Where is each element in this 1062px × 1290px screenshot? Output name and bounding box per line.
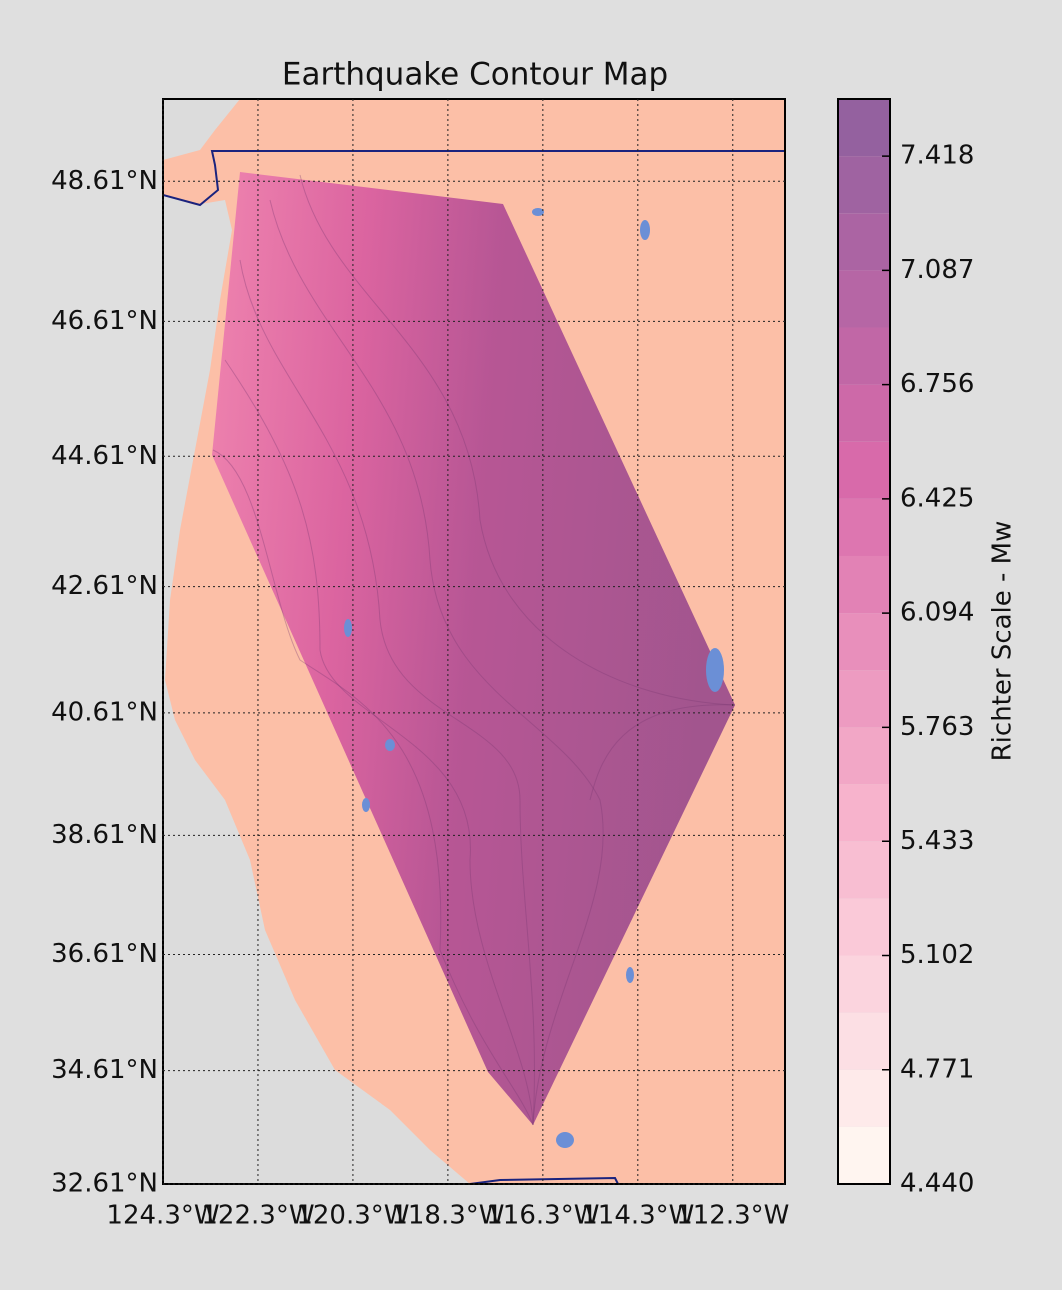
colorbar-band [838,898,890,956]
x-tick-label: 120.3°W [296,1201,409,1231]
colorbar-band [838,955,890,1013]
y-tick-label: 34.61°N [51,1055,158,1085]
colorbar-tick-label: 5.763 [900,712,974,742]
colorbar-band [838,441,890,499]
colorbar-tick-label: 7.087 [900,255,974,285]
colorbar-tick-label: 4.440 [900,1169,974,1199]
lakes [344,208,724,1148]
y-tick-label: 42.61°N [51,571,158,601]
colorbar-band [838,613,890,671]
y-tick-label: 40.61°N [51,697,158,727]
colorbar-band [838,841,890,899]
colorbar-tick-label: 5.433 [900,826,974,856]
colorbar-band [838,1126,890,1184]
colorbar-band [838,555,890,614]
y-tick-label: 44.61°N [51,441,158,471]
y-tick-label: 32.61°N [51,1169,158,1199]
x-tick-label: 116.3°W [486,1201,599,1231]
border [163,150,785,207]
colorbar-band [838,384,890,442]
colorbar-band [838,213,890,271]
colorbar-band [838,270,890,328]
chart-title: Earthquake Contour Map [282,57,668,93]
contour-lines [212,174,736,1126]
colorbar-band [838,727,890,785]
colorbar-band [838,670,890,728]
map [163,99,785,1184]
x-tick-label: 118.3°W [391,1201,504,1231]
colorbar-band [838,1069,890,1127]
colorbar-tick-label: 7.418 [900,141,974,171]
y-tick-label: 38.61°N [51,820,158,850]
colorbar-tick-label: 6.425 [900,483,974,513]
colorbar-band [838,327,890,385]
colorbar-band [838,498,890,556]
x-tick-label: 114.3°W [581,1201,694,1231]
colorbar-label: Richter Scale - Mw [988,521,1018,762]
x-tick-label: 124.3°W [106,1201,219,1231]
border [469,1176,619,1184]
colorbar-band [838,156,890,214]
y-tick-label: 48.61°N [51,166,158,196]
colorbar-tick-label: 6.094 [900,598,974,628]
colorbar [838,99,890,1184]
colorbar-tick-label: 6.756 [900,369,974,399]
contour-region [212,172,735,1125]
colorbar-tick-label: 5.102 [900,940,974,970]
x-tick-label: 112.3°W [676,1201,789,1231]
x-tick-label: 122.3°W [201,1201,314,1231]
colorbar-band [838,1012,890,1070]
y-tick-label: 46.61°N [51,306,158,336]
colorbar-tick-label: 4.771 [900,1054,974,1084]
y-tick-label: 36.61°N [51,939,158,969]
colorbar-band [838,99,890,157]
colorbar-band [838,784,890,842]
colorbar-frame [837,98,891,1185]
